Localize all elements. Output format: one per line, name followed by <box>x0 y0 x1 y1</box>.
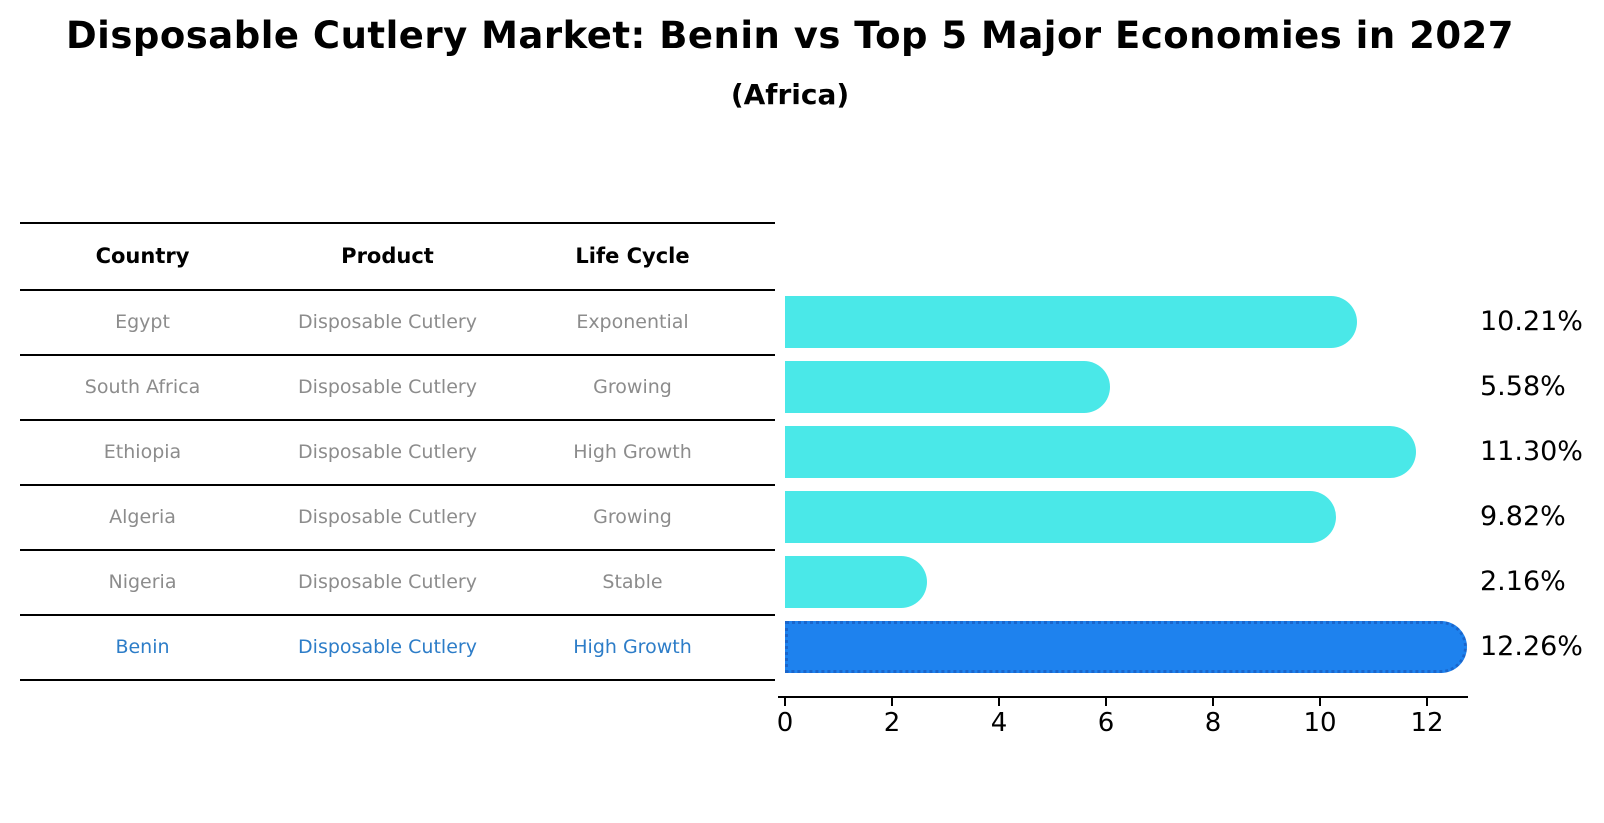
table-cell-lifecycle: Stable <box>602 571 663 593</box>
table-cell-product: Disposable Cutlery <box>298 571 477 593</box>
x-axis-tick-label: 12 <box>1410 708 1444 738</box>
table-cell-country: Nigeria <box>108 571 177 593</box>
x-axis-tick <box>1212 698 1214 706</box>
bar-value-label: 2.16% <box>1480 566 1566 597</box>
x-axis-tick <box>1319 698 1321 706</box>
bar-south-africa <box>785 361 1110 413</box>
table-cell-lifecycle: High Growth <box>573 636 692 658</box>
column-header-lifecycle: Life Cycle <box>575 244 690 268</box>
table-row-rule <box>20 679 775 681</box>
x-axis-tick <box>784 698 786 706</box>
table-cell-product: Disposable Cutlery <box>298 376 477 398</box>
x-axis-tick-label: 0 <box>776 708 794 738</box>
bar-value-label: 5.58% <box>1480 371 1566 402</box>
table-cell-country: Algeria <box>109 506 176 528</box>
table-cell-product: Disposable Cutlery <box>298 441 477 463</box>
x-axis-tick <box>1426 698 1428 706</box>
chart-title: Disposable Cutlery Market: Benin vs Top … <box>65 14 1515 57</box>
bar-value-label: 9.82% <box>1480 501 1566 532</box>
bar-ethiopia <box>785 426 1416 478</box>
x-axis-tick <box>891 698 893 706</box>
table-cell-lifecycle: Growing <box>593 376 672 398</box>
table-row-rule <box>20 549 775 551</box>
table-top-rule <box>20 222 775 224</box>
table-cell-country: Benin <box>115 636 170 658</box>
x-axis-tick-label: 6 <box>1097 708 1115 738</box>
table-cell-product: Disposable Cutlery <box>298 636 477 658</box>
column-header-country: Country <box>95 244 190 268</box>
x-axis-tick <box>998 698 1000 706</box>
table-row-rule <box>20 419 775 421</box>
table-cell-lifecycle: Exponential <box>576 311 689 333</box>
column-header-product: Product <box>341 244 434 268</box>
bar-value-label: 10.21% <box>1480 306 1583 337</box>
chart-subtitle: (Africa) <box>730 78 850 111</box>
bar-value-label: 12.26% <box>1480 631 1583 662</box>
bar-value-label: 11.30% <box>1480 436 1583 467</box>
bar-algeria <box>785 491 1336 543</box>
table-row-rule <box>20 354 775 356</box>
table-cell-country: Egypt <box>115 311 170 333</box>
table-cell-lifecycle: High Growth <box>573 441 692 463</box>
x-axis-tick <box>1105 698 1107 706</box>
table-row-rule <box>20 484 775 486</box>
bar-nigeria <box>785 556 927 608</box>
x-axis-tick-label: 2 <box>883 708 901 738</box>
x-axis-tick-label: 4 <box>990 708 1008 738</box>
table-cell-product: Disposable Cutlery <box>298 311 477 333</box>
bar-egypt <box>785 296 1357 348</box>
x-axis-line <box>778 696 1468 698</box>
bar-benin <box>785 621 1467 673</box>
x-axis-tick-label: 8 <box>1204 708 1222 738</box>
x-axis-tick-label: 10 <box>1303 708 1337 738</box>
table-cell-lifecycle: Growing <box>593 506 672 528</box>
table-header-rule <box>20 289 775 291</box>
table-cell-product: Disposable Cutlery <box>298 506 477 528</box>
table-cell-country: South Africa <box>84 376 201 398</box>
table-cell-country: Ethiopia <box>103 441 182 463</box>
table-row-rule <box>20 614 775 616</box>
